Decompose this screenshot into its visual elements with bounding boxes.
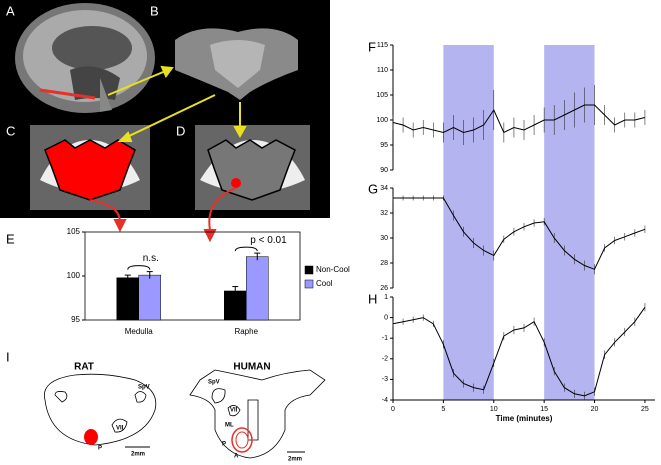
x-tick-label: 5 xyxy=(441,406,445,413)
y-tick-label: -3 xyxy=(382,376,388,383)
human-p: P xyxy=(222,442,226,448)
mri-axial-b xyxy=(175,28,298,100)
panel-label: C xyxy=(6,123,15,138)
y-tick-label: 30 xyxy=(380,235,388,242)
x-axis-label: Time (minutes) xyxy=(496,414,553,423)
cooling-period xyxy=(544,45,595,400)
x-tick-label: 0 xyxy=(391,406,395,413)
panel-label: A xyxy=(6,3,15,18)
y-tick-label: 110 xyxy=(377,67,388,74)
y-tick-label: 105 xyxy=(67,227,81,236)
data-line xyxy=(392,307,646,397)
cooling-period xyxy=(443,45,494,400)
red-arrows xyxy=(89,187,237,243)
mri-sagittal xyxy=(15,3,155,113)
data-line xyxy=(392,104,646,134)
rat-title: RAT xyxy=(74,362,94,373)
y-tick-label: 100 xyxy=(376,117,388,124)
human-ml: ML xyxy=(225,423,234,429)
legend-label: Cool xyxy=(316,279,333,288)
y-tick-label: -4 xyxy=(382,397,388,404)
bar xyxy=(116,277,139,321)
panel-label: G xyxy=(368,181,378,196)
y-tick-label: 95 xyxy=(71,315,80,324)
y-tick-label: 100 xyxy=(67,271,81,280)
human-section xyxy=(189,369,326,459)
bar xyxy=(138,274,161,321)
y-tick-label: 26 xyxy=(380,285,388,292)
y-tick-label: 0 xyxy=(384,314,388,321)
y-tick-label: -1 xyxy=(382,335,388,342)
bracket xyxy=(127,265,151,270)
legend-swatch xyxy=(304,265,314,275)
y-tick-label: 32 xyxy=(380,210,388,217)
mri-axial-c xyxy=(30,125,150,210)
bar xyxy=(246,256,269,321)
x-tick-label: 20 xyxy=(591,406,599,413)
panel-label: H xyxy=(368,291,377,306)
x-tick-label: Medulla xyxy=(125,327,154,336)
y-tick-label: 90 xyxy=(380,167,388,174)
mri-axial-d xyxy=(195,125,310,210)
arrows xyxy=(107,65,247,142)
bracket xyxy=(234,246,258,252)
panel-label: E xyxy=(6,231,15,246)
rat-section xyxy=(43,373,157,448)
panel-label: D xyxy=(176,123,185,138)
y-tick-label: -2 xyxy=(382,356,388,363)
y-tick-label: 34 xyxy=(380,185,388,192)
human-scale: 2mm xyxy=(288,457,302,463)
data-line xyxy=(393,197,646,270)
rat-spv: SpV xyxy=(138,385,150,391)
panel-label: I xyxy=(6,349,10,364)
x-tick-label: Raphe xyxy=(234,327,258,336)
legend-label: Non-Cool xyxy=(316,265,350,274)
x-tick-label: 10 xyxy=(490,406,498,413)
rat-p: P xyxy=(98,446,102,452)
rat-scale: 2mm xyxy=(131,452,145,458)
y-tick-label: 115 xyxy=(377,42,388,49)
human-title: HUMAN xyxy=(233,362,270,373)
panel-label: F xyxy=(368,39,376,54)
x-tick-label: 25 xyxy=(641,406,649,413)
annotation: p < 0.01 xyxy=(250,235,287,246)
legend-swatch xyxy=(304,279,314,289)
panel-label: B xyxy=(150,3,159,18)
human-spv: SpV xyxy=(208,380,220,386)
x-tick-label: 15 xyxy=(540,406,548,413)
rat-vii: VII xyxy=(116,426,124,432)
y-tick-label: 95 xyxy=(380,142,388,149)
y-tick-label: 1 xyxy=(384,294,388,301)
human-a: A xyxy=(234,454,239,460)
y-tick-label: 105 xyxy=(376,92,388,99)
annotation: n.s. xyxy=(143,253,159,264)
y-tick-label: 28 xyxy=(380,260,388,267)
human-vii: VII xyxy=(230,408,238,414)
